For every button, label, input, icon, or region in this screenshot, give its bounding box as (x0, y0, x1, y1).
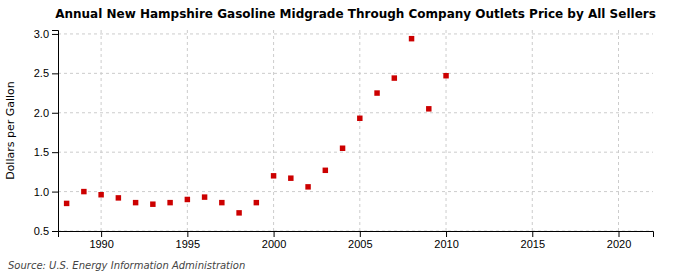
point (185, 197, 190, 202)
x-tick-label: 2010 (434, 238, 458, 250)
x-tick: 1990 (89, 231, 113, 250)
y-tick-mark (52, 152, 58, 153)
x-grid-line (101, 30, 102, 231)
x-grid-line (532, 30, 533, 231)
point (116, 195, 121, 200)
point (374, 90, 379, 95)
y-tick-mark (52, 73, 58, 74)
point (81, 189, 86, 194)
x-axis: 1990 1995 2000 2005 2010 2015 2020 (59, 231, 654, 250)
point (409, 36, 414, 41)
x-tick: 2000 (262, 231, 286, 250)
x-grid-line (359, 30, 360, 231)
y-tick: 2.0 (34, 107, 58, 119)
x-tick-mark (274, 231, 275, 237)
point (323, 168, 328, 173)
y-tick: 0.5 (34, 225, 58, 237)
y-tick-label: 1.0 (34, 186, 49, 198)
y-axis-line (52, 31, 59, 232)
title: Annual New Hampshire Gasoline Midgrade T… (55, 7, 656, 21)
x-tick: 2020 (607, 231, 631, 250)
chart: 1990 1995 2000 2005 2010 2015 2020 0.5 1.0 1.5 2.0… (0, 0, 675, 275)
point (219, 200, 224, 205)
x-tick-mark (101, 231, 102, 237)
grid (58, 30, 653, 231)
point (64, 201, 69, 206)
point (443, 73, 448, 78)
x-tick-mark (532, 231, 533, 237)
y-axis-label: Dollars per Gallon (4, 81, 17, 180)
y-tick-mark (52, 192, 58, 193)
point (150, 201, 155, 206)
y-tick: 2.5 (34, 67, 58, 79)
plot-area: 1990 1995 2000 2005 2010 2015 2020 0.5 1.0 1.5 2.0… (34, 28, 654, 250)
y-tick: 1.0 (34, 186, 58, 198)
y-tick: 1.5 (34, 146, 58, 158)
x-tick-label: 1995 (176, 238, 200, 250)
x-tick: 2005 (348, 231, 372, 250)
x-tick: 1995 (176, 231, 200, 250)
x-tick-label: 2005 (348, 238, 372, 250)
point (236, 210, 241, 215)
x-tick-label: 1990 (89, 238, 113, 250)
y-grid-line (58, 152, 653, 153)
x-tick: 2015 (521, 231, 545, 250)
x-tick-mark (619, 231, 620, 237)
x-tick: 2010 (434, 231, 458, 250)
x-tick-mark (446, 231, 447, 237)
y-grid-line (58, 33, 653, 34)
y-tick-label: 2.0 (34, 107, 49, 119)
point (357, 116, 362, 121)
y-tick-mark (52, 34, 58, 35)
point (392, 75, 397, 80)
y-tick-label: 0.5 (34, 225, 49, 237)
y-grid-line (58, 73, 653, 74)
point (288, 175, 293, 180)
y-tick: 3.0 (34, 28, 58, 40)
x-tick-label: 2015 (521, 238, 545, 250)
point (202, 194, 207, 199)
annotation: Source: U.S. Energy Information Administ… (8, 260, 245, 271)
x-tick-mark (187, 231, 188, 237)
y-tick-label: 3.0 (34, 28, 49, 40)
point (426, 106, 431, 111)
point (271, 173, 276, 178)
y-tick-label: 2.5 (34, 67, 49, 79)
x-grid-line (446, 30, 447, 231)
point (254, 200, 259, 205)
point (340, 145, 345, 150)
x-grid-line (618, 30, 619, 231)
x-tick-label: 2020 (607, 238, 631, 250)
point (133, 200, 138, 205)
y-tick-mark (52, 231, 58, 232)
x-grid-line (273, 30, 274, 231)
x-axis-line (59, 232, 654, 238)
y-grid-line (58, 112, 653, 113)
y-tick-mark (52, 113, 58, 114)
y-tick-label: 1.5 (34, 146, 49, 158)
x-tick-label: 2000 (262, 238, 286, 250)
point (305, 184, 310, 189)
x-tick-mark (360, 231, 361, 237)
point (98, 192, 103, 197)
points (64, 36, 449, 216)
y-grid-line (58, 191, 653, 192)
y-axis: 0.5 1.0 1.5 2.0 2.5 3.0 (34, 28, 59, 237)
point (167, 200, 172, 205)
